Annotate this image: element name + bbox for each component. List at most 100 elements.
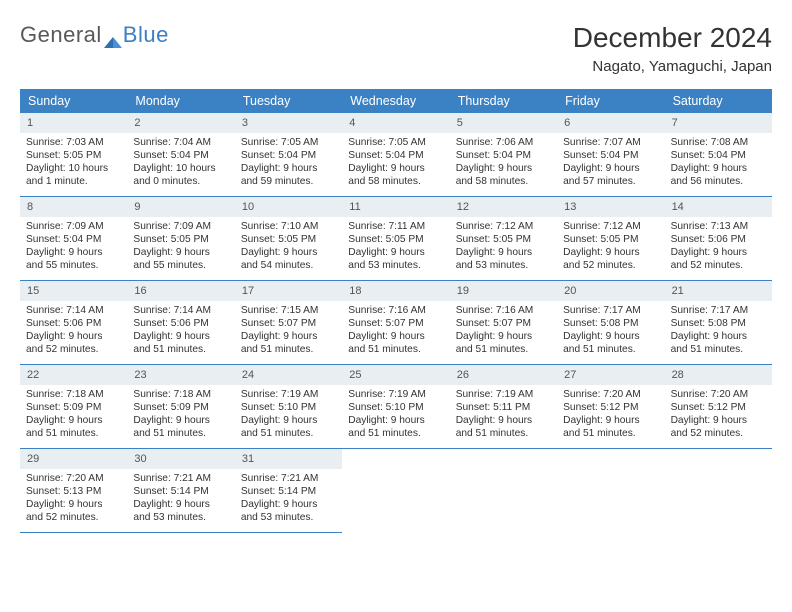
calendar-cell: 8Sunrise: 7:09 AMSunset: 5:04 PMDaylight… [20, 197, 127, 281]
day-details: Sunrise: 7:03 AMSunset: 5:05 PMDaylight:… [20, 133, 127, 194]
calendar-cell [342, 449, 449, 533]
sunrise-line: Sunrise: 7:17 AM [563, 304, 658, 317]
day-details: Sunrise: 7:16 AMSunset: 5:07 PMDaylight:… [450, 301, 557, 362]
day-details: Sunrise: 7:07 AMSunset: 5:04 PMDaylight:… [557, 133, 664, 194]
sunrise-line: Sunrise: 7:18 AM [26, 388, 121, 401]
calendar-cell: 6Sunrise: 7:07 AMSunset: 5:04 PMDaylight… [557, 113, 664, 197]
calendar-cell: 18Sunrise: 7:16 AMSunset: 5:07 PMDayligh… [342, 281, 449, 365]
day-details: Sunrise: 7:14 AMSunset: 5:06 PMDaylight:… [20, 301, 127, 362]
sunrise-line: Sunrise: 7:14 AM [26, 304, 121, 317]
day-details: Sunrise: 7:20 AMSunset: 5:13 PMDaylight:… [20, 469, 127, 530]
calendar-cell: 26Sunrise: 7:19 AMSunset: 5:11 PMDayligh… [450, 365, 557, 449]
sunset-line: Sunset: 5:05 PM [563, 233, 658, 246]
sunrise-line: Sunrise: 7:09 AM [133, 220, 228, 233]
sunset-line: Sunset: 5:04 PM [456, 149, 551, 162]
calendar-cell: 16 Sunrise: 7:14 AMSunset: 5:06 PMDayligh… [127, 281, 234, 365]
daylight-line: Daylight: 9 hours and 52 minutes. [26, 330, 121, 356]
calendar-cell: 22Sunrise: 7:18 AMSunset: 5:09 PMDayligh… [20, 365, 127, 449]
day-number: 7 [665, 113, 772, 133]
sunset-line: Sunset: 5:14 PM [241, 485, 336, 498]
weekday-header: Monday [127, 89, 234, 113]
daylight-line: Daylight: 9 hours and 52 minutes. [671, 246, 766, 272]
sunset-line: Sunset: 5:09 PM [26, 401, 121, 414]
calendar: SundayMondayTuesdayWednesdayThursdayFrid… [20, 89, 772, 533]
day-number: 19 [450, 281, 557, 301]
day-number: 17 [235, 281, 342, 301]
calendar-cell: 23Sunrise: 7:18 AMSunset: 5:09 PMDayligh… [127, 365, 234, 449]
day-number: 4 [342, 113, 449, 133]
daylight-line: Daylight: 9 hours and 51 minutes. [241, 414, 336, 440]
daylight-line: Daylight: 9 hours and 51 minutes. [348, 330, 443, 356]
weekday-header: Tuesday [235, 89, 342, 113]
daylight-line: Daylight: 9 hours and 52 minutes. [671, 414, 766, 440]
day-number: 20 [557, 281, 664, 301]
calendar-cell [557, 449, 664, 533]
day-number: 27 [557, 365, 664, 385]
sunrise-line: Sunrise: 7:12 AM [456, 220, 551, 233]
calendar-cell: 3Sunrise: 7:05 AMSunset: 5:04 PMDaylight… [235, 113, 342, 197]
day-number: 11 [342, 197, 449, 217]
day-number: 1 [20, 113, 127, 133]
daylight-line: Daylight: 9 hours and 51 minutes. [348, 414, 443, 440]
daylight-line: Daylight: 9 hours and 55 minutes. [26, 246, 121, 272]
sunrise-line: Sunrise: 7:11 AM [348, 220, 443, 233]
sunset-line: Sunset: 5:10 PM [348, 401, 443, 414]
calendar-cell: 14Sunrise: 7:13 AMSunset: 5:06 PMDayligh… [665, 197, 772, 281]
sunrise-line: Sunrise: 7:10 AM [241, 220, 336, 233]
sunset-line: Sunset: 5:04 PM [563, 149, 658, 162]
calendar-body: 1Sunrise: 7:03 AMSunset: 5:05 PMDaylight… [20, 113, 772, 533]
daylight-line: Daylight: 9 hours and 53 minutes. [348, 246, 443, 272]
sunset-line: Sunset: 5:06 PM [133, 317, 228, 330]
sunrise-line: Sunrise: 7:15 AM [241, 304, 336, 317]
location: Nagato, Yamaguchi, Japan [573, 58, 772, 75]
calendar-cell: 11Sunrise: 7:11 AMSunset: 5:05 PMDayligh… [342, 197, 449, 281]
day-number: 24 [235, 365, 342, 385]
sunrise-line: Sunrise: 7:17 AM [671, 304, 766, 317]
sunset-line: Sunset: 5:07 PM [348, 317, 443, 330]
calendar-page: General Blue December 2024 Nagato, Yamag… [0, 0, 792, 543]
day-details: Sunrise: 7:17 AMSunset: 5:08 PMDaylight:… [557, 301, 664, 362]
day-details: Sunrise: 7:10 AMSunset: 5:05 PMDaylight:… [235, 217, 342, 278]
day-number: 14 [665, 197, 772, 217]
day-details: Sunrise: 7:19 AMSunset: 5:10 PMDaylight:… [342, 385, 449, 446]
weekday-header: Friday [557, 89, 664, 113]
sunrise-line: Sunrise: 7:19 AM [456, 388, 551, 401]
sunrise-line: Sunrise: 7:19 AM [348, 388, 443, 401]
calendar-cell: 12Sunrise: 7:12 AMSunset: 5:05 PMDayligh… [450, 197, 557, 281]
daylight-line: Daylight: 9 hours and 51 minutes. [133, 414, 228, 440]
daylight-line: Daylight: 9 hours and 51 minutes. [133, 330, 228, 356]
sunset-line: Sunset: 5:06 PM [26, 317, 121, 330]
sunrise-line: Sunrise: 7:20 AM [563, 388, 658, 401]
daylight-line: Daylight: 9 hours and 51 minutes. [671, 330, 766, 356]
day-number: 31 [235, 449, 342, 469]
daylight-line: Daylight: 9 hours and 56 minutes. [671, 162, 766, 188]
daylight-line: Daylight: 9 hours and 58 minutes. [456, 162, 551, 188]
sunset-line: Sunset: 5:10 PM [241, 401, 336, 414]
sunset-line: Sunset: 5:04 PM [671, 149, 766, 162]
day-number: 13 [557, 197, 664, 217]
sunset-line: Sunset: 5:07 PM [241, 317, 336, 330]
sunset-line: Sunset: 5:11 PM [456, 401, 551, 414]
sunrise-line: Sunrise: 7:07 AM [563, 136, 658, 149]
sunset-line: Sunset: 5:14 PM [133, 485, 228, 498]
day-details: Sunrise: 7:12 AMSunset: 5:05 PMDaylight:… [450, 217, 557, 278]
day-number: 2 [127, 113, 234, 133]
calendar-cell [450, 449, 557, 533]
sunrise-line: Sunrise: 7:14 AM [133, 304, 228, 317]
sunset-line: Sunset: 5:08 PM [671, 317, 766, 330]
daylight-line: Daylight: 9 hours and 51 minutes. [26, 414, 121, 440]
day-details: Sunrise: 7:09 AMSunset: 5:04 PMDaylight:… [20, 217, 127, 278]
sunset-line: Sunset: 5:08 PM [563, 317, 658, 330]
day-details: Sunrise: 7:21 AMSunset: 5:14 PMDaylight:… [127, 469, 234, 530]
logo-text-general: General [20, 22, 102, 48]
sunset-line: Sunset: 5:09 PM [133, 401, 228, 414]
sunrise-line: Sunrise: 7:13 AM [671, 220, 766, 233]
sunset-line: Sunset: 5:04 PM [26, 233, 121, 246]
daylight-line: Daylight: 9 hours and 59 minutes. [241, 162, 336, 188]
logo-text-blue: Blue [123, 22, 169, 48]
day-number: 16 [127, 281, 234, 301]
calendar-cell: 17Sunrise: 7:15 AMSunset: 5:07 PMDayligh… [235, 281, 342, 365]
day-details: Sunrise: 7:12 AMSunset: 5:05 PMDaylight:… [557, 217, 664, 278]
daylight-line: Daylight: 9 hours and 53 minutes. [133, 498, 228, 524]
day-details: Sunrise: 7:04 AMSunset: 5:04 PMDaylight:… [127, 133, 234, 194]
